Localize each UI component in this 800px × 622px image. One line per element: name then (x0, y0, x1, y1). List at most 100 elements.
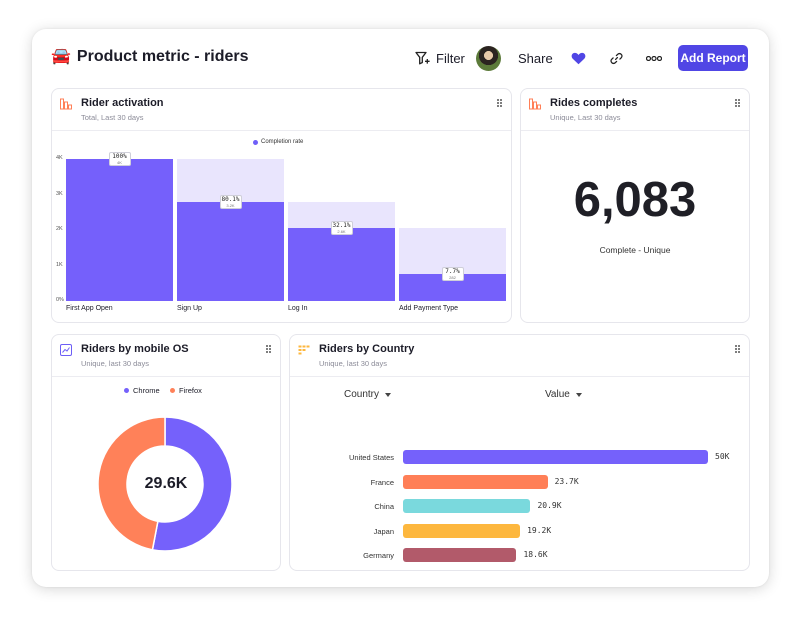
funnel-data-label: 100% 4K (108, 152, 131, 166)
card-title: Riders by mobile OS (81, 343, 189, 355)
copy-link-button[interactable] (610, 48, 623, 68)
funnel-data-label: 7.7% 282 (441, 266, 464, 281)
funnel-step-label: First App Open (66, 305, 113, 312)
funnel-count-label: 3.2K (226, 202, 235, 208)
legend-swatch (170, 388, 175, 393)
funnel-step-label: Sign Up (177, 305, 202, 312)
funnel-percent-label: 7.7% (445, 267, 460, 275)
funnel-step-label: Log In (288, 305, 308, 312)
metric-value: 6,083 (573, 173, 697, 227)
card-subtitle: Total, Last 30 days (81, 113, 144, 122)
chart-legend: Completion rate (253, 139, 303, 145)
add-report-button[interactable]: Add Report (678, 45, 748, 71)
funnel-step-label: Add Payment Type (399, 305, 459, 312)
legend-item-firefox[interactable]: Firefox (170, 386, 202, 395)
legend-swatch (253, 139, 258, 145)
avatar[interactable] (476, 46, 501, 71)
y-tick-label: 4K (56, 155, 63, 161)
funnel-count-label: 4K (117, 160, 122, 165)
donut-slice-firefox[interactable] (97, 416, 166, 551)
country-value-label: 50K (715, 452, 730, 461)
legend-label: Chrome (133, 386, 160, 395)
country-label: United States (348, 453, 394, 462)
funnel-percent-label: 100% (112, 153, 127, 160)
drag-handle-icon[interactable] (735, 345, 741, 355)
value-column-dropdown[interactable]: Value (545, 389, 582, 400)
donut-slice-chrome[interactable] (151, 416, 233, 552)
card-subtitle: Unique, Last 30 days (550, 113, 621, 122)
filter-icon (415, 51, 430, 65)
riders-by-country-card: Riders by Country Unique, last 30 days C… (289, 334, 750, 571)
metric-caption: Complete - Unique (599, 245, 671, 255)
filter-button[interactable]: Filter (415, 48, 465, 68)
card-header: Riders by mobile OS Unique, last 30 days (52, 335, 280, 377)
page-title-text: Product metric - riders (76, 48, 249, 65)
riders-by-os-card: Riders by mobile OS Unique, last 30 days… (51, 334, 281, 571)
dashboard-header: 🚘 Product metric - riders Filter Share (32, 29, 769, 87)
more-options-button[interactable] (646, 48, 662, 68)
card-title: Riders by Country (319, 343, 415, 355)
funnel-percent-label: 32.1% (332, 222, 351, 230)
donut-center-value: 29.6K (144, 475, 188, 492)
funnel-percent-label: 80.1% (221, 195, 240, 203)
country-value-label: 18.6K (523, 550, 548, 560)
table-chart-icon (298, 345, 310, 355)
card-subtitle: Unique, last 30 days (81, 359, 149, 368)
country-value-label: 23.7K (554, 476, 579, 486)
country-bar[interactable] (403, 474, 548, 489)
page-title: 🚘 Product metric - riders (51, 48, 249, 66)
card-subtitle: Unique, last 30 days (319, 359, 387, 368)
link-icon (610, 52, 623, 64)
funnel-count-label: 282 (449, 274, 456, 280)
dropdown-label: Value (545, 389, 570, 400)
funnel-chart-icon (60, 98, 72, 110)
legend-label: Firefox (179, 386, 202, 395)
country-bar[interactable] (403, 523, 521, 538)
y-tick-label: 1K (56, 261, 63, 268)
legend-swatch (124, 388, 129, 393)
card-header: Rides completes Unique, Last 30 days (521, 89, 749, 131)
more-icon (646, 55, 662, 61)
rides-completes-card: Rides completes Unique, Last 30 days 6,0… (520, 88, 750, 323)
drag-handle-icon[interactable] (735, 99, 741, 109)
filter-label: Filter (436, 50, 465, 66)
donut-chart (97, 416, 233, 552)
card-title: Rider activation (81, 97, 164, 109)
country-bar[interactable] (403, 499, 531, 514)
country-label: China (374, 502, 394, 512)
funnel-bar[interactable] (288, 228, 395, 301)
rider-activation-card: Rider activation Total, Last 30 days Com… (51, 88, 512, 323)
car-icon: 🚘 (51, 48, 71, 65)
country-bar[interactable] (403, 548, 517, 563)
favorite-button[interactable] (571, 48, 586, 68)
country-label: Japan (373, 526, 394, 536)
y-tick-label: 2K (56, 226, 63, 232)
funnel-data-label: 32.1% 2.6K (330, 221, 353, 236)
card-title: Rides completes (550, 97, 638, 109)
dropdown-label: Country (344, 389, 380, 400)
caret-down-icon (575, 392, 582, 397)
card-header: Rider activation Total, Last 30 days (52, 89, 511, 131)
heart-icon (571, 52, 586, 64)
country-value-label: 19.2K (527, 525, 552, 535)
legend-item-chrome[interactable]: Chrome (124, 386, 160, 395)
dashboard-frame: 🚘 Product metric - riders Filter Share (32, 29, 769, 587)
funnel-bar[interactable] (177, 201, 284, 301)
y-tick-label: 3K (56, 190, 63, 197)
drag-handle-icon[interactable] (497, 99, 503, 109)
caret-down-icon (385, 392, 392, 397)
funnel-bar[interactable] (66, 159, 173, 301)
y-tick-label: 0% (56, 297, 64, 303)
share-button[interactable]: Share (518, 48, 553, 68)
legend-label: Completion rate (261, 139, 304, 145)
funnel-data-label: 80.1% 3.2K (219, 194, 242, 209)
country-label: Germany (363, 551, 394, 561)
country-value-label: 20.9K (537, 501, 562, 511)
line-chart-icon (60, 344, 72, 356)
country-column-dropdown[interactable]: Country (344, 389, 392, 400)
country-bar[interactable] (403, 450, 708, 464)
card-header: Riders by Country Unique, last 30 days (290, 335, 749, 377)
drag-handle-icon[interactable] (266, 345, 272, 355)
funnel-chart-icon (529, 98, 541, 110)
share-label: Share (518, 50, 553, 66)
